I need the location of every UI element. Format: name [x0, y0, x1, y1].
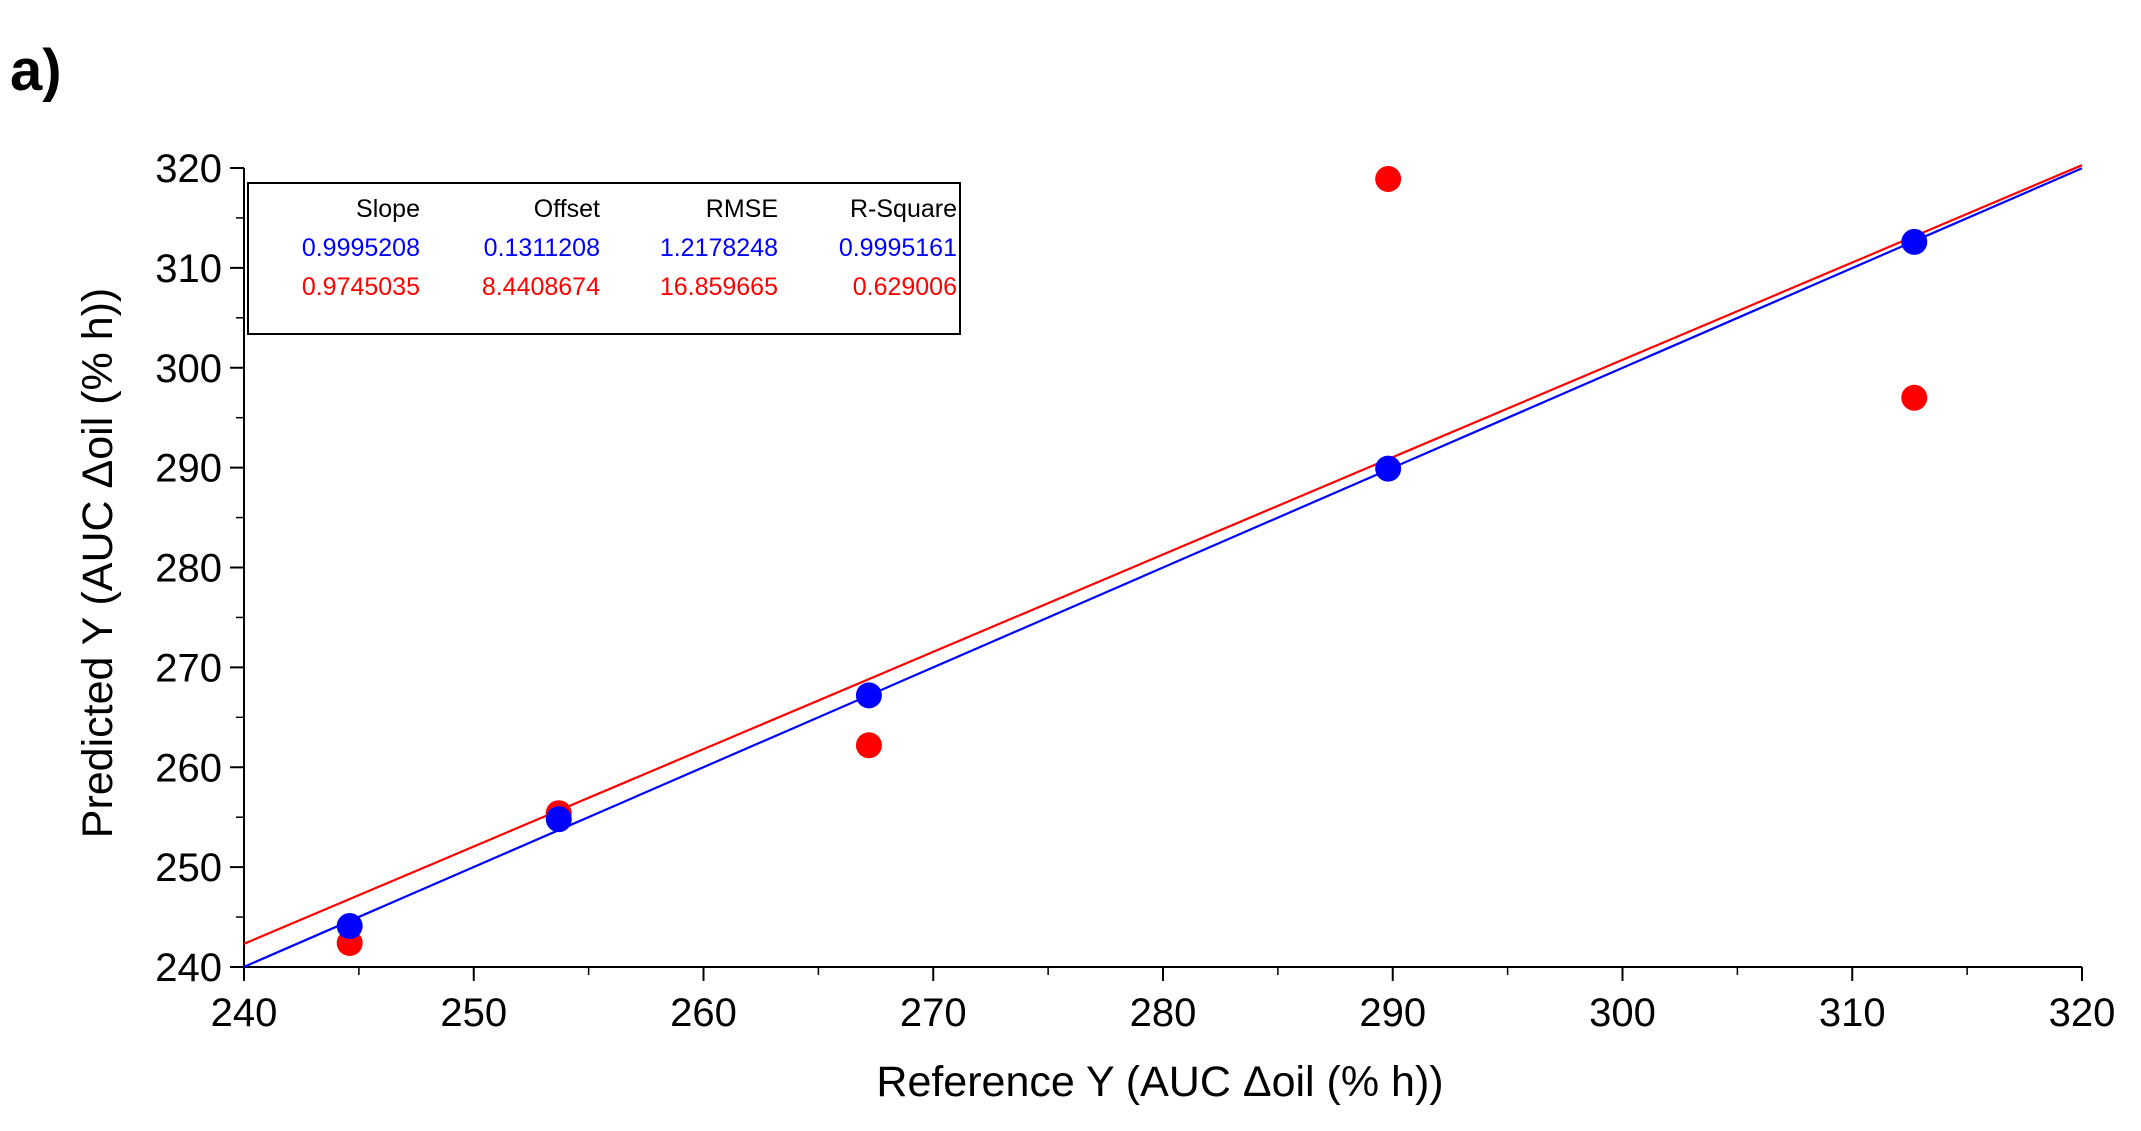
stats-header-rmse: RMSE	[706, 195, 778, 223]
y-axis-title: Predicted Y (AUC Δoil (% h))	[74, 288, 122, 838]
y-tick-label: 300	[155, 347, 222, 391]
stats-blue-slope: 0.9995208	[302, 234, 420, 262]
y-tick-label: 280	[155, 547, 222, 591]
stats-table-frame	[247, 182, 961, 335]
blue-data-point	[336, 913, 363, 940]
blue-data-point	[545, 806, 572, 833]
blue-fit-line	[243, 167, 2083, 968]
y-tick-label: 290	[155, 447, 222, 491]
stats-red-rmse: 16.859665	[660, 273, 778, 301]
red-data-point	[1901, 384, 1928, 411]
x-tick-label: 250	[440, 991, 507, 1035]
blue-data-point	[1901, 228, 1928, 255]
axes: 240 250 260 270 280 290 300 310 320 240 250 260 270 2…	[155, 147, 2115, 1035]
x-tick-label: 280	[1130, 991, 1197, 1035]
stats-red-offset: 8.4408674	[482, 273, 600, 301]
x-tick-label: 300	[1589, 991, 1656, 1035]
red-data-point	[855, 732, 882, 759]
stats-header-offset: Offset	[534, 195, 600, 223]
data-points	[336, 165, 1928, 957]
stats-red-rsquare: 0.629006	[853, 273, 957, 301]
panel-label: a)	[10, 38, 62, 103]
stats-header-slope: Slope	[356, 195, 420, 223]
stats-red-slope: 0.9745035	[302, 273, 420, 301]
stats-header-rsquare: R-Square	[850, 195, 957, 223]
x-axis-title: Reference Y (AUC Δoil (% h))	[876, 1058, 1443, 1106]
stats-blue-rsquare: 0.9995161	[839, 234, 957, 262]
x-tick-label: 320	[2049, 991, 2116, 1035]
blue-data-point	[1375, 455, 1402, 482]
stats-blue-offset: 0.1311208	[484, 234, 600, 262]
red-data-point	[1375, 165, 1402, 192]
x-tick-label: 290	[1359, 991, 1426, 1035]
stats-table: Slope Offset RMSE R-Square 0.9995208 0.1…	[247, 182, 961, 335]
blue-data-point	[855, 682, 882, 709]
x-tick-label: 260	[670, 991, 737, 1035]
y-tick-label: 320	[155, 147, 222, 191]
stats-blue-rmse: 1.2178248	[660, 234, 778, 262]
y-tick-label: 240	[155, 946, 222, 990]
y-tick-label: 270	[155, 646, 222, 690]
x-tick-label: 310	[1819, 991, 1886, 1035]
y-tick-label: 310	[155, 247, 222, 291]
x-tick-label: 240	[211, 991, 278, 1035]
y-tick-label: 250	[155, 846, 222, 890]
y-tick-label: 260	[155, 746, 222, 790]
x-tick-label: 270	[900, 991, 967, 1035]
